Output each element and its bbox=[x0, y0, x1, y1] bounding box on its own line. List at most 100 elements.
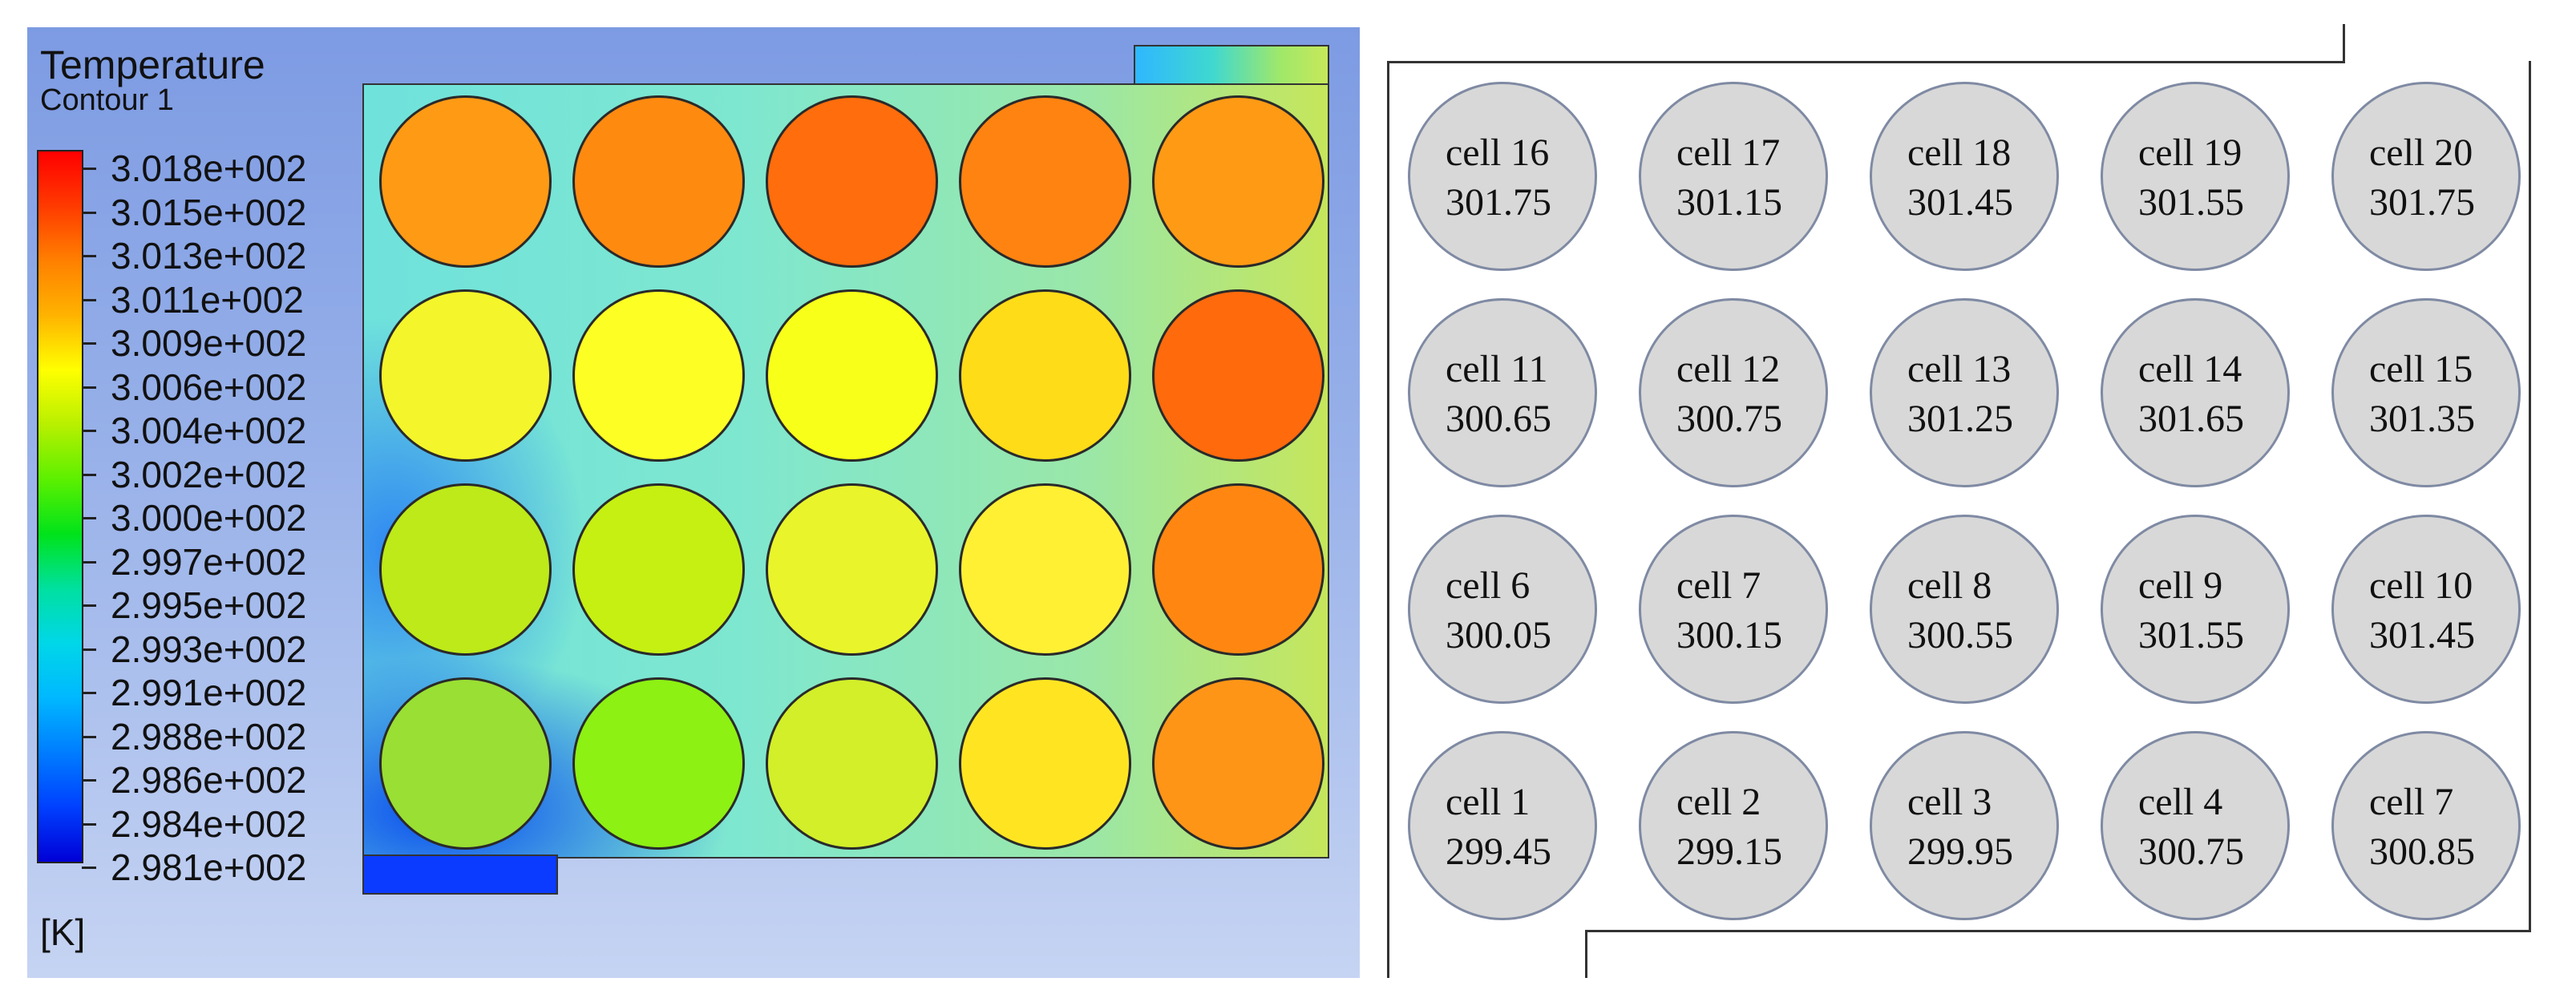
contour-cell bbox=[378, 95, 552, 268]
colorbar-tick-label: 3.015e+002 bbox=[111, 191, 307, 233]
cell-temperature: 300.55 bbox=[1907, 614, 2013, 657]
cell-circle: cell 4 300.75 bbox=[2101, 731, 2290, 920]
legend-title: Temperature bbox=[40, 42, 265, 87]
cell-name: cell 1 bbox=[1446, 781, 1531, 823]
colorbar-tick-label: 2.997e+002 bbox=[111, 540, 307, 583]
temperature-contour-panel: Temperature Contour 1 3.018e+002 3.015e+0… bbox=[27, 27, 1360, 978]
contour-cell bbox=[958, 289, 1131, 462]
colorbar-tick-mark bbox=[82, 604, 96, 607]
colorbar-tick-mark bbox=[82, 168, 96, 170]
cell-name: cell 19 bbox=[2138, 131, 2242, 174]
cell-temperature: 299.45 bbox=[1446, 830, 1551, 873]
cell-name: cell 6 bbox=[1446, 564, 1531, 607]
cell-temperature: 301.25 bbox=[1907, 398, 2013, 440]
cell-temperature: 301.75 bbox=[2369, 181, 2475, 224]
cell-name: cell 14 bbox=[2138, 348, 2242, 390]
outlet-region bbox=[362, 854, 558, 895]
cell-temperature: 300.05 bbox=[1446, 614, 1551, 657]
contour-cell bbox=[378, 677, 552, 850]
wall-left bbox=[1387, 61, 1389, 978]
colorbar-tick-label: 2.986e+002 bbox=[111, 759, 307, 801]
cell-circle: cell 7 300.85 bbox=[2331, 731, 2521, 920]
cell-name: cell 18 bbox=[1907, 131, 2012, 174]
colorbar-tick-label: 2.984e+002 bbox=[111, 802, 307, 845]
cell-temperature: 301.55 bbox=[2138, 614, 2244, 657]
colorbar-tick-mark bbox=[82, 692, 96, 694]
colorbar-tick-mark bbox=[82, 867, 96, 869]
contour-cell bbox=[1151, 483, 1324, 656]
contour-cell bbox=[958, 95, 1131, 268]
cell-temperature: 300.75 bbox=[2138, 830, 2244, 873]
colorbar-tick-label: 3.002e+002 bbox=[111, 453, 307, 495]
cell-circle: cell 3 299.95 bbox=[1870, 731, 2059, 920]
cell-circle: cell 20 301.75 bbox=[2331, 82, 2521, 271]
colorbar-tick-mark bbox=[82, 735, 96, 738]
cell-name: cell 20 bbox=[2369, 131, 2473, 174]
cell-name: cell 12 bbox=[1676, 348, 1781, 390]
colorbar-tick-mark bbox=[82, 648, 96, 651]
colorbar-tick-label: 3.011e+002 bbox=[111, 278, 304, 321]
cell-temperature: 299.95 bbox=[1907, 830, 2013, 873]
wall-right bbox=[2529, 61, 2531, 932]
colorbar-tick-label: 2.991e+002 bbox=[111, 672, 307, 713]
wall-top-notch bbox=[2343, 24, 2345, 63]
cell-circle: cell 15 301.35 bbox=[2331, 298, 2521, 487]
cell-circle: cell 10 301.45 bbox=[2331, 515, 2521, 704]
cell-temperature: 301.75 bbox=[1446, 181, 1551, 224]
colorbar-tick-mark bbox=[82, 342, 96, 345]
contour-domain bbox=[362, 83, 1329, 859]
contour-cell bbox=[765, 289, 938, 462]
cell-name: cell 7 bbox=[1676, 564, 1761, 607]
cell-name: cell 4 bbox=[2138, 781, 2223, 823]
wall-bottom-notch bbox=[1585, 930, 1587, 978]
colorbar-tick-label: 3.006e+002 bbox=[111, 366, 307, 408]
contour-cell bbox=[572, 483, 745, 656]
cell-circle: cell 11 300.65 bbox=[1408, 298, 1597, 487]
cell-name: cell 10 bbox=[2369, 564, 2473, 607]
cell-temperature-map: cell 16 301.75 cell 17 301.15 cell 18 301.45 c… bbox=[1387, 24, 2554, 978]
contour-cell bbox=[1151, 95, 1324, 268]
colorbar-tick-label: 2.988e+002 bbox=[111, 715, 307, 758]
cell-name: cell 7 bbox=[2369, 781, 2454, 823]
cell-circle: cell 19 301.55 bbox=[2101, 82, 2290, 271]
cell-circle: cell 16 301.75 bbox=[1408, 82, 1597, 271]
cell-temperature: 301.45 bbox=[2369, 614, 2475, 657]
cell-temperature: 300.75 bbox=[1676, 398, 1782, 440]
colorbar-tick-mark bbox=[82, 255, 96, 257]
contour-cell bbox=[765, 95, 938, 268]
wall-bottom bbox=[1585, 930, 2531, 932]
cell-circle: cell 14 301.65 bbox=[2101, 298, 2290, 487]
contour-cell bbox=[572, 95, 745, 268]
legend-subtitle: Contour 1 bbox=[40, 83, 174, 117]
cell-temperature: 301.65 bbox=[2138, 398, 2244, 440]
cell-circle: cell 6 300.05 bbox=[1408, 515, 1597, 704]
colorbar-tick-label: 3.009e+002 bbox=[111, 322, 307, 364]
cell-name: cell 8 bbox=[1907, 564, 1992, 607]
colorbar-tick-mark bbox=[82, 560, 96, 564]
cell-circle: cell 7 300.15 bbox=[1639, 515, 1828, 704]
cell-circle: cell 8 300.55 bbox=[1870, 515, 2059, 704]
cell-temperature: 301.35 bbox=[2369, 398, 2475, 440]
cell-circle: cell 13 301.25 bbox=[1870, 298, 2059, 487]
cell-name: cell 13 bbox=[1907, 348, 2012, 390]
contour-cell bbox=[572, 677, 745, 850]
contour-cell bbox=[1151, 289, 1324, 462]
contour-cell bbox=[765, 677, 938, 850]
wall-top bbox=[1387, 61, 2345, 63]
colorbar-tick-mark bbox=[82, 386, 96, 389]
colorbar-tick-mark bbox=[82, 779, 96, 782]
cell-name: cell 15 bbox=[2369, 348, 2473, 390]
contour-cell bbox=[1151, 677, 1324, 850]
cell-circle: cell 18 301.45 bbox=[1870, 82, 2059, 271]
cell-circle: cell 1 299.45 bbox=[1408, 731, 1597, 920]
temperature-colorbar bbox=[37, 150, 83, 863]
contour-cell bbox=[958, 677, 1131, 850]
colorbar-tick-mark bbox=[82, 211, 96, 214]
cell-circle: cell 17 301.15 bbox=[1639, 82, 1828, 271]
colorbar-tick-label: 3.018e+002 bbox=[111, 147, 307, 189]
cell-name: cell 17 bbox=[1676, 131, 1781, 174]
contour-cell bbox=[765, 483, 938, 656]
colorbar-tick-label: 2.981e+002 bbox=[111, 846, 307, 888]
colorbar-tick-mark bbox=[82, 298, 96, 301]
cell-name: cell 11 bbox=[1446, 348, 1548, 390]
